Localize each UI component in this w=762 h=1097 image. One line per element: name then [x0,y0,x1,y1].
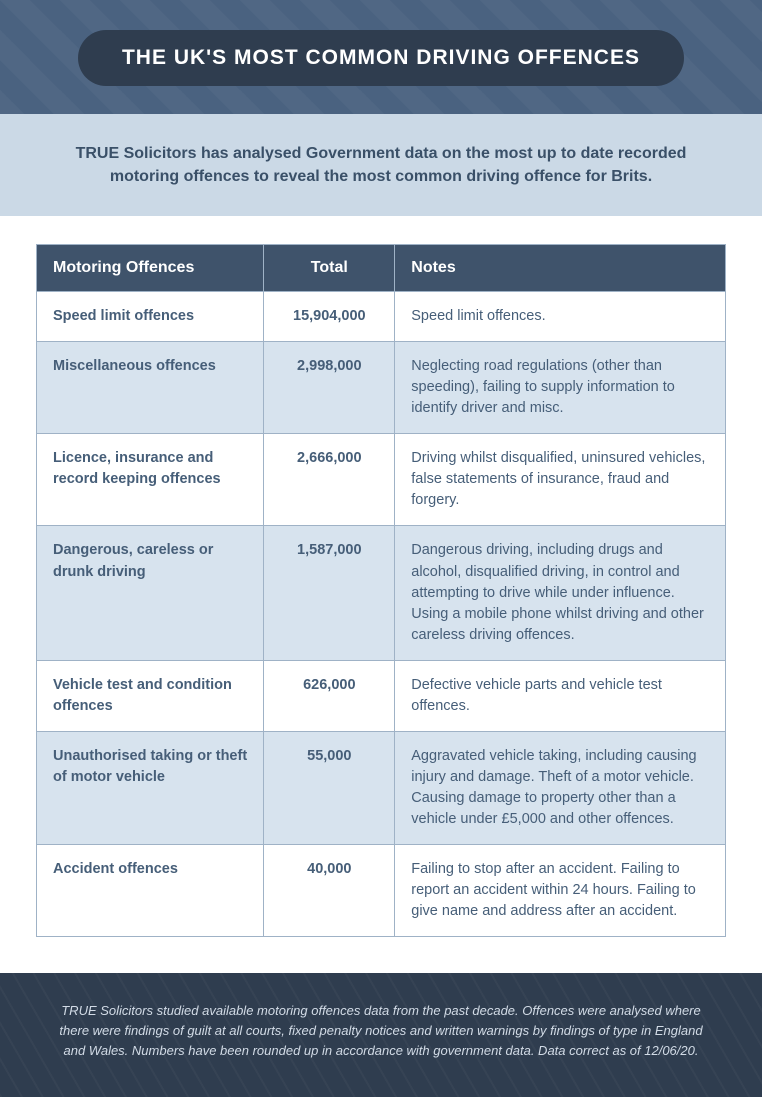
table-header-row: Motoring Offences Total Notes [37,245,726,292]
cell-notes: Neglecting road regulations (other than … [395,342,726,434]
cell-total: 2,666,000 [264,434,395,526]
footer-band: TRUE Solicitors studied available motori… [0,973,762,1097]
table-row: Miscellaneous offences 2,998,000 Neglect… [37,342,726,434]
header-band: THE UK'S MOST COMMON DRIVING OFFENCES [0,0,762,114]
cell-total: 1,587,000 [264,526,395,660]
cell-total: 40,000 [264,844,395,936]
cell-notes: Defective vehicle parts and vehicle test… [395,660,726,731]
cell-offence: Unauthorised taking or theft of motor ve… [37,731,264,844]
cell-total: 2,998,000 [264,342,395,434]
col-header-total: Total [264,245,395,292]
cell-notes: Failing to stop after an accident. Faili… [395,844,726,936]
cell-total: 626,000 [264,660,395,731]
cell-total: 55,000 [264,731,395,844]
intro-band: TRUE Solicitors has analysed Government … [0,114,762,216]
cell-offence: Miscellaneous offences [37,342,264,434]
table-row: Licence, insurance and record keeping of… [37,434,726,526]
col-header-notes: Notes [395,245,726,292]
table-row: Speed limit offences 15,904,000 Speed li… [37,292,726,342]
cell-notes: Dangerous driving, including drugs and a… [395,526,726,660]
col-header-offence: Motoring Offences [37,245,264,292]
cell-offence: Speed limit offences [37,292,264,342]
cell-notes: Speed limit offences. [395,292,726,342]
cell-offence: Vehicle test and condition offences [37,660,264,731]
cell-offence: Accident offences [37,844,264,936]
cell-offence: Licence, insurance and record keeping of… [37,434,264,526]
page-title: THE UK'S MOST COMMON DRIVING OFFENCES [78,30,684,86]
table-row: Accident offences 40,000 Failing to stop… [37,844,726,936]
table-row: Unauthorised taking or theft of motor ve… [37,731,726,844]
cell-offence: Dangerous, careless or drunk driving [37,526,264,660]
table-section: Motoring Offences Total Notes Speed limi… [0,216,762,972]
offences-table: Motoring Offences Total Notes Speed limi… [36,244,726,936]
cell-notes: Driving whilst disqualified, uninsured v… [395,434,726,526]
table-row: Vehicle test and condition offences 626,… [37,660,726,731]
intro-text: TRUE Solicitors has analysed Government … [60,142,702,188]
footer-text: TRUE Solicitors studied available motori… [54,1001,708,1061]
cell-total: 15,904,000 [264,292,395,342]
infographic-page: THE UK'S MOST COMMON DRIVING OFFENCES TR… [0,0,762,1097]
cell-notes: Aggravated vehicle taking, including cau… [395,731,726,844]
table-row: Dangerous, careless or drunk driving 1,5… [37,526,726,660]
